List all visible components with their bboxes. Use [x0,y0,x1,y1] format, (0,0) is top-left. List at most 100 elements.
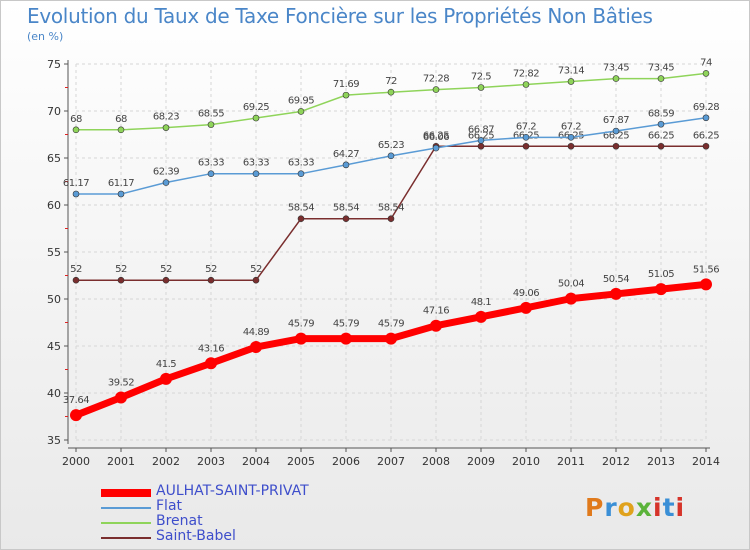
x-tick-label: 2009 [467,455,495,468]
data-point [700,278,712,291]
chart-subtitle: (en %) [27,30,64,43]
x-tick-label: 2013 [647,455,675,468]
data-point [252,170,260,177]
y-tick-label: 45 [47,340,61,353]
legend-swatch [101,489,151,497]
data-label: 68 [115,114,127,125]
data-label: 58.54 [288,203,314,214]
series-saint-babel: 52 52 52 52 52 58.54 58.54 58.54 66.25 66.25 66.25… [70,130,720,284]
data-point [612,142,620,150]
data-point [387,152,395,160]
data-point [297,215,305,223]
data-point [387,88,395,96]
data-point [207,276,215,284]
data-label: 44.89 [243,327,269,338]
data-point [342,215,350,223]
legend-swatch [101,522,151,524]
data-label: 51.56 [693,264,719,275]
data-label: 72.82 [513,68,539,79]
data-point [387,215,395,223]
data-label: 66.25 [648,130,674,141]
data-point [520,301,532,314]
data-label: 66.25 [468,130,494,141]
data-point [252,276,260,284]
data-point [612,127,620,135]
data-label: 66.06 [423,132,449,143]
data-point [477,142,485,150]
data-point [342,91,350,99]
data-label: 66.87 [468,124,494,135]
data-point [162,124,170,131]
series-aulhat-saint-privat: 37.64 39.52 41.5 43.16 44.89 45.79 45.79 45.79 4… [63,264,720,422]
proxiti-logo: Proxiti [585,493,686,522]
data-label: 48.1 [471,297,491,308]
legend-swatch [101,507,151,509]
data-point [657,142,665,150]
legend-label: Saint-Babel [156,528,236,544]
data-label: 39.52 [108,378,134,389]
data-point [702,114,710,122]
data-point [657,120,665,128]
data-label: 45.79 [333,319,359,330]
data-point [205,357,217,370]
data-label: 37.64 [63,395,89,406]
data-point [250,341,262,354]
data-point [657,75,665,82]
x-tick-label: 2008 [422,455,450,468]
data-point [72,126,80,134]
data-point [610,287,622,300]
series-brenat: 68 68 68.23 68.55 69.25 69.95 71.69 72 72.28 72.5… [70,57,712,134]
data-point [475,310,487,323]
data-label: 52 [160,264,172,275]
data-point [297,108,305,115]
x-tick-label: 2007 [377,455,405,468]
x-tick-label: 2010 [512,455,540,468]
data-point [70,409,82,422]
data-point [340,332,352,345]
data-point [567,78,575,85]
data-point [117,190,125,198]
x-tick-label: 2014 [692,455,720,468]
chart-title: Evolution du Taux de Taxe Foncière sur l… [27,4,653,28]
y-tick-label: 75 [47,58,61,71]
data-label: 67.87 [603,115,629,126]
data-point [160,372,172,385]
x-tick-label: 2011 [557,455,585,468]
x-tick-label: 2006 [332,455,360,468]
data-label: 63.33 [198,158,224,169]
x-tick-label: 2012 [602,455,630,468]
data-label: 52 [250,264,262,275]
data-point [297,170,305,177]
data-point [432,86,440,93]
data-point [522,142,530,150]
data-label: 67.2 [561,121,581,132]
data-label: 74 [700,57,712,68]
y-tick-label: 60 [47,199,61,212]
data-label: 72.5 [471,72,491,83]
data-point [162,179,170,186]
data-label: 73.45 [648,63,674,74]
data-label: 73.45 [603,63,629,74]
data-label: 63.33 [288,158,314,169]
data-label: 49.06 [513,288,539,299]
data-point [252,114,260,122]
data-label: 58.54 [333,203,359,214]
data-point [477,84,485,91]
data-label: 58.54 [378,203,404,214]
data-point [432,144,440,152]
data-label: 45.79 [288,319,314,330]
data-label: 51.05 [648,269,674,280]
data-label: 67.2 [516,121,536,132]
data-point [117,276,125,284]
data-label: 68.55 [198,109,224,120]
data-label: 50.54 [603,274,629,285]
data-label: 66.25 [603,130,629,141]
data-point [477,137,485,144]
data-point [612,75,620,82]
data-point [522,134,530,141]
data-label: 61.17 [108,178,134,189]
data-point [295,332,307,345]
data-label: 41.5 [156,359,176,370]
y-tick-label: 35 [47,434,61,447]
series-flat: 61.17 61.17 62.39 63.33 63.33 63.33 64.27 65.23… [63,102,720,198]
